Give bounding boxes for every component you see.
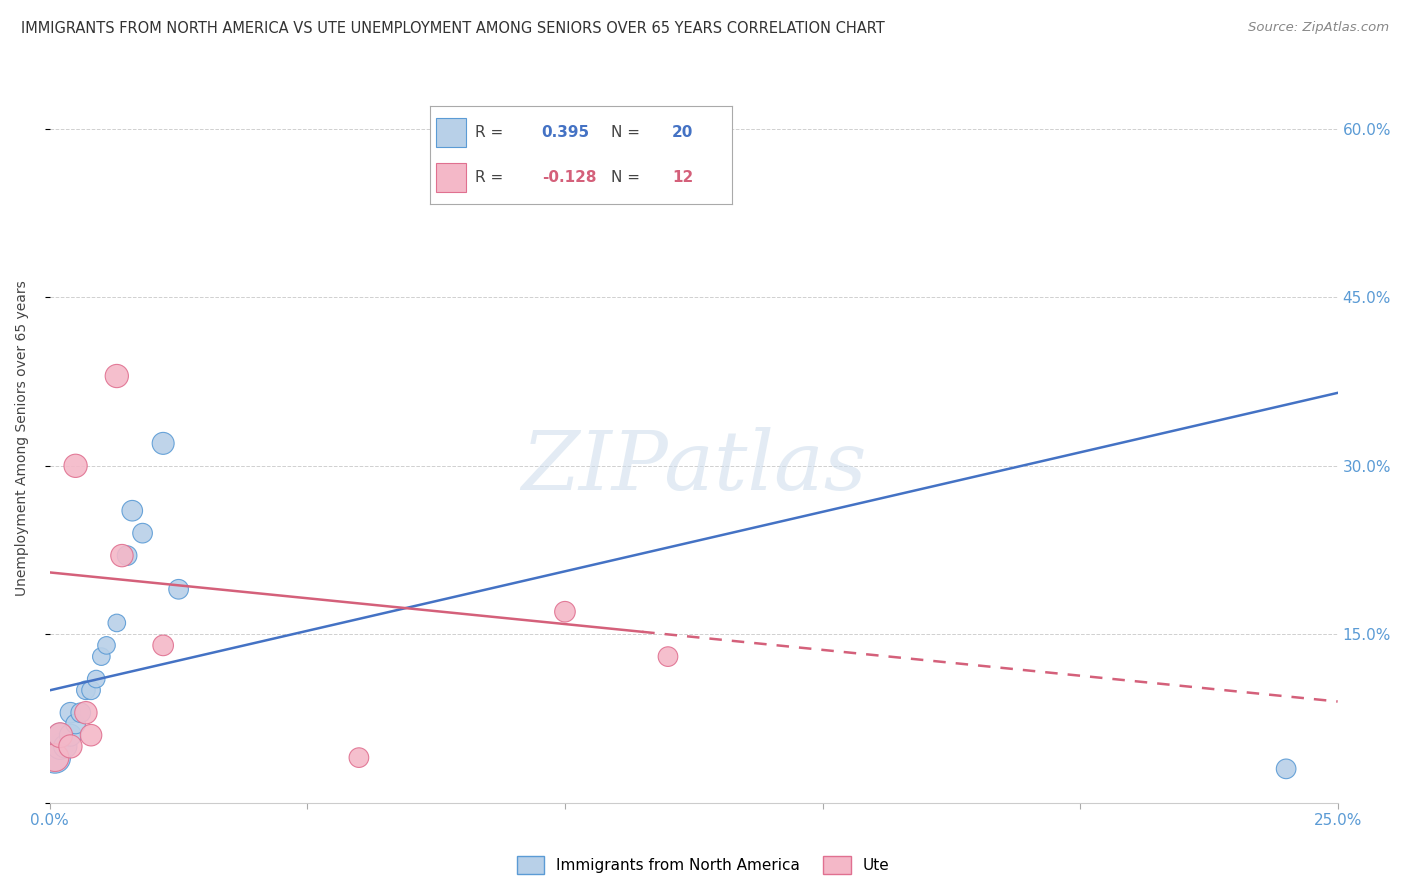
- Point: [554, 605, 576, 619]
- Point: [80, 683, 103, 698]
- Point: [131, 526, 153, 541]
- Point: [49, 728, 72, 742]
- Y-axis label: Unemployment Among Seniors over 65 years: Unemployment Among Seniors over 65 years: [15, 280, 30, 596]
- Point: [44, 750, 66, 764]
- Point: [152, 436, 174, 450]
- Point: [121, 504, 143, 518]
- Text: IMMIGRANTS FROM NORTH AMERICA VS UTE UNEMPLOYMENT AMONG SENIORS OVER 65 YEARS CO: IMMIGRANTS FROM NORTH AMERICA VS UTE UNE…: [21, 21, 884, 36]
- Point: [69, 706, 91, 720]
- Point: [347, 750, 370, 764]
- Point: [80, 728, 103, 742]
- Point: [59, 728, 82, 742]
- Point: [84, 672, 107, 686]
- Point: [105, 369, 128, 384]
- Point: [59, 739, 82, 754]
- Point: [49, 739, 72, 754]
- Point: [111, 549, 134, 563]
- Point: [49, 728, 72, 742]
- Point: [115, 549, 138, 563]
- Point: [96, 639, 118, 653]
- Point: [105, 615, 128, 630]
- Point: [59, 706, 82, 720]
- Point: [167, 582, 190, 597]
- Point: [53, 739, 76, 754]
- Text: ZIPatlas: ZIPatlas: [522, 427, 866, 507]
- Point: [90, 649, 112, 664]
- Legend: Immigrants from North America, Ute: Immigrants from North America, Ute: [510, 850, 896, 880]
- Point: [65, 458, 87, 473]
- Text: Source: ZipAtlas.com: Source: ZipAtlas.com: [1249, 21, 1389, 34]
- Point: [44, 750, 66, 764]
- Point: [1275, 762, 1298, 776]
- Point: [657, 649, 679, 664]
- Point: [75, 706, 97, 720]
- Point: [152, 639, 174, 653]
- Point: [75, 683, 97, 698]
- Point: [65, 717, 87, 731]
